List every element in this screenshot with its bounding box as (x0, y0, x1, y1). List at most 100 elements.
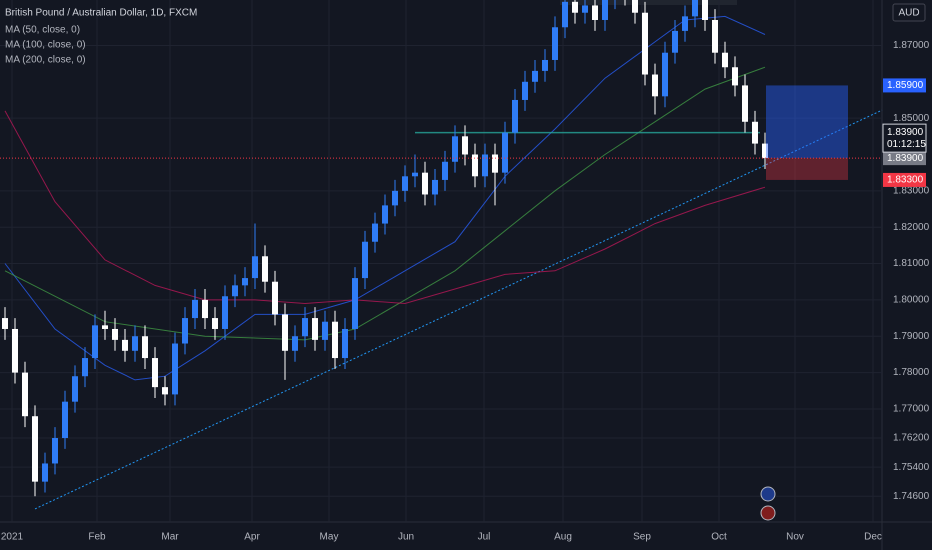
candle-body (552, 27, 558, 60)
candle-body (582, 5, 588, 13)
price-label-box (883, 172, 926, 187)
candle-body (82, 358, 88, 377)
candle-body (432, 179, 438, 195)
candle-body (252, 256, 258, 279)
candle-body (712, 19, 718, 53)
candle-body (522, 81, 528, 100)
y-tick-label: 1.87000 (893, 40, 930, 51)
candle-body (202, 299, 208, 319)
ma-line (4, 66, 766, 341)
candle-body (372, 223, 378, 242)
candle-body (32, 416, 38, 482)
candle-body (322, 321, 328, 340)
candle-body (652, 74, 658, 97)
y-tick-label: 1.83000 (893, 185, 930, 196)
plot (0, 0, 883, 510)
candle-body (562, 1, 568, 28)
candle-body (492, 154, 498, 173)
y-tick-label: 1.76200 (893, 433, 930, 444)
candle-body (232, 285, 238, 297)
candle-body (272, 281, 278, 315)
candle-body (742, 85, 748, 122)
candle-body (762, 143, 768, 159)
candle-body (722, 52, 728, 68)
price-label-box (883, 78, 926, 93)
candle-body (462, 136, 468, 155)
candle-body (42, 463, 48, 482)
candle-body (132, 336, 138, 351)
y-tick-label: 1.80000 (893, 295, 930, 306)
candle-body (362, 241, 368, 279)
candle-body (172, 343, 178, 395)
candle-body (22, 372, 28, 417)
drawing-box (560, 0, 737, 5)
candle-body (92, 325, 98, 359)
candle-body (732, 67, 738, 86)
candle-body (152, 358, 158, 388)
last-price-label: 1.83900 (887, 127, 924, 138)
legend-entry: MA (100, close, 0) (5, 40, 86, 51)
candle-body (12, 328, 18, 373)
candle-body (642, 12, 648, 75)
candle-body (542, 59, 548, 71)
countdown: 01:12:15 (887, 139, 926, 150)
candle-body (392, 190, 398, 206)
candle-body (62, 401, 68, 439)
candle-body (412, 172, 418, 177)
candle-body (102, 325, 108, 329)
candle-body (422, 172, 428, 195)
trendline (34, 109, 883, 510)
candle-body (472, 154, 478, 177)
ma-line (4, 15, 766, 381)
candle-body (532, 70, 538, 82)
price-label: 1.83300 (887, 175, 924, 186)
x-tick-label: Dec (864, 532, 882, 543)
currency-button[interactable] (892, 3, 926, 22)
x-tick-label: May (320, 532, 339, 543)
candle-body (242, 278, 248, 286)
price-label: 1.83900 (887, 153, 924, 164)
candle-body (502, 132, 508, 173)
candle-body (352, 278, 358, 329)
candle-body (52, 438, 58, 464)
y-tick-label: 1.82000 (893, 222, 930, 233)
y-tick-label: 1.81000 (893, 258, 930, 269)
candle-body (162, 387, 168, 395)
candle-body (292, 336, 298, 351)
flag-icon[interactable] (760, 505, 776, 521)
y-tick-label: 1.77000 (893, 404, 930, 415)
candle-body (692, 0, 698, 17)
x-tick-label: Apr (244, 532, 260, 543)
candle-body (752, 121, 758, 144)
last-price-box (882, 123, 927, 153)
candle-body (452, 136, 458, 162)
candle-body (262, 256, 268, 282)
x-tick-label: Mar (161, 532, 179, 543)
y-tick-label: 1.85000 (893, 113, 930, 124)
chart-title: British Pound / Australian Dollar, 1D, F… (5, 8, 197, 19)
candle-body (342, 328, 348, 359)
x-tick-label: Feb (88, 532, 106, 543)
candle-body (282, 314, 288, 351)
flag-icon[interactable] (760, 486, 776, 502)
candle-body (212, 318, 218, 329)
candle-body (122, 339, 128, 351)
candle-body (592, 5, 598, 20)
currency-label[interactable]: AUD (898, 8, 919, 19)
legend-entry: MA (200, close, 0) (5, 55, 86, 66)
candle-body (662, 52, 668, 97)
candle-body (222, 296, 228, 329)
candle-body (702, 0, 708, 20)
candle-body (192, 299, 198, 319)
candle-body (302, 318, 308, 337)
y-tick-label: 1.79000 (893, 331, 930, 342)
candle-body (482, 154, 488, 177)
candle-body (312, 318, 318, 340)
price-label-box (883, 151, 926, 166)
x-tick-label: Sep (633, 532, 651, 543)
candle-body (2, 318, 8, 329)
price-label: 1.85900 (887, 80, 924, 91)
